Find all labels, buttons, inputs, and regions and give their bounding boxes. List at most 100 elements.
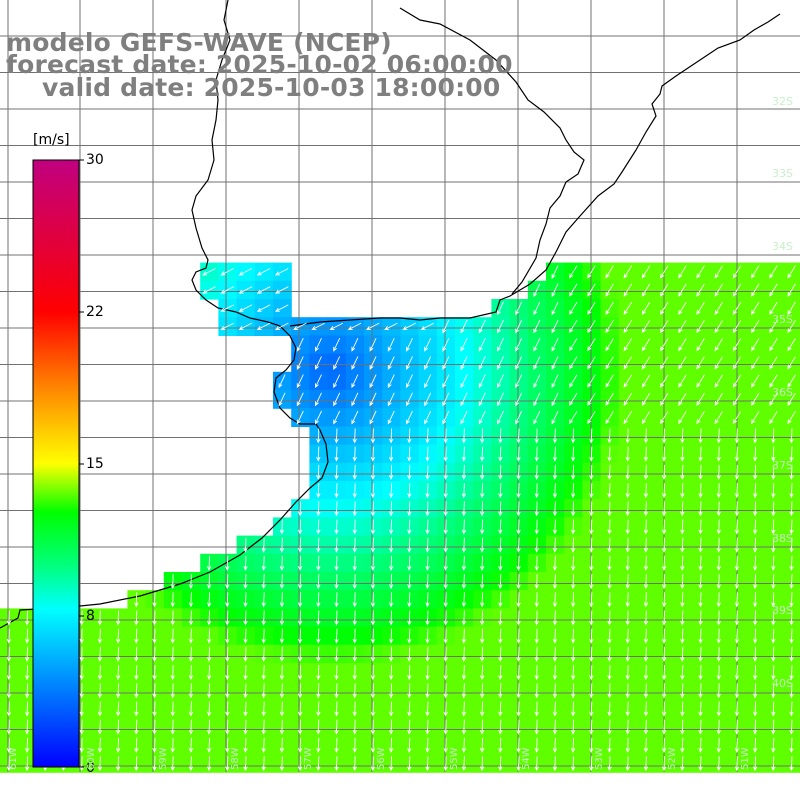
- wind-arrow: [442, 338, 450, 352]
- wind-arrow: [115, 737, 121, 753]
- wind-arrow: [261, 537, 266, 553]
- wind-arrow: [661, 683, 667, 699]
- wind-arrow: [660, 265, 669, 279]
- wind-arrow: [771, 665, 776, 681]
- wind-arrow: [279, 737, 285, 753]
- wind-arrow: [623, 283, 632, 297]
- wind-arrow: [589, 610, 594, 626]
- wind-arrow: [752, 501, 758, 517]
- wind-arrow: [641, 265, 651, 279]
- wind-arrow: [734, 756, 740, 772]
- wind-arrow: [297, 683, 303, 699]
- wind-arrow: [680, 646, 685, 662]
- wind-arrow: [442, 410, 450, 425]
- wind-arrow: [661, 446, 667, 462]
- wind-arrow: [570, 537, 576, 553]
- wind-arrow: [696, 411, 705, 425]
- wind-arrow: [734, 646, 740, 662]
- wind-arrow: [406, 410, 413, 425]
- wind-arrow: [498, 683, 503, 699]
- wind-arrow: [256, 268, 271, 276]
- wind-arrow: [680, 683, 685, 699]
- wind-arrow: [443, 610, 448, 626]
- wind-arrow: [641, 374, 651, 388]
- wind-arrow: [643, 592, 649, 608]
- wind-arrow: [625, 574, 630, 590]
- wind-arrow: [751, 411, 760, 425]
- wind-arrow: [425, 701, 430, 717]
- wind-arrow: [680, 592, 685, 608]
- wind-arrow: [424, 392, 432, 407]
- wind-arrow: [534, 446, 539, 462]
- wind-arrow: [206, 683, 212, 699]
- wind-arrow: [771, 574, 776, 590]
- wind-arrow: [243, 683, 248, 699]
- wind-arrow: [316, 756, 321, 772]
- wind-arrow: [569, 301, 578, 315]
- wind-arrow: [243, 737, 248, 753]
- wind-arrow: [115, 665, 121, 681]
- wind-arrow: [261, 737, 266, 753]
- wind-arrow: [751, 320, 760, 334]
- wind-arrow: [369, 356, 377, 370]
- wind-arrow: [752, 519, 758, 535]
- wind-arrow: [206, 756, 212, 772]
- wind-arrow: [607, 665, 612, 681]
- wind-arrow: [698, 683, 703, 699]
- wind-arrow: [661, 737, 667, 753]
- wind-arrow: [589, 428, 594, 444]
- wind-arrow: [334, 737, 339, 753]
- wind-arrow: [388, 592, 394, 608]
- wind-arrow: [407, 483, 412, 499]
- wind-arrow: [698, 610, 703, 626]
- wind-arrow: [714, 411, 723, 425]
- wind-arrow: [316, 646, 321, 662]
- wind-arrow: [516, 501, 521, 517]
- wind-arrow: [297, 719, 303, 735]
- wind-arrow: [370, 555, 376, 571]
- wind-arrow: [479, 501, 485, 517]
- wind-arrow: [497, 392, 504, 407]
- wind-arrow: [297, 501, 303, 517]
- wind-arrow: [334, 665, 339, 681]
- wind-arrow: [696, 356, 705, 370]
- wind-arrow: [206, 592, 212, 608]
- wind-arrow: [789, 683, 794, 699]
- wind-arrow: [552, 519, 558, 535]
- wind-arrow: [425, 610, 430, 626]
- wind-arrow: [243, 646, 248, 662]
- wind-arrow: [516, 464, 521, 480]
- wind-arrow: [769, 392, 778, 406]
- wind-arrow: [479, 756, 485, 772]
- wind-arrow: [225, 628, 230, 644]
- wind-arrow: [316, 683, 321, 699]
- wind-arrow: [771, 555, 776, 571]
- wind-arrow: [152, 628, 157, 644]
- wind-arrow: [406, 338, 413, 352]
- wind-arrow: [6, 628, 12, 644]
- wind-arrow: [623, 374, 632, 388]
- wind-arrow: [425, 737, 430, 753]
- wind-arrow: [643, 428, 649, 444]
- wind-arrow: [534, 428, 539, 444]
- wind-arrow: [479, 592, 485, 608]
- wind-arrow: [698, 537, 703, 553]
- wind-arrow: [607, 628, 612, 644]
- wind-arrow: [570, 574, 576, 590]
- wind-arrow: [316, 610, 321, 626]
- wind-arrow: [370, 574, 376, 590]
- wind-arrow: [551, 410, 559, 425]
- wind-arrow: [256, 322, 271, 330]
- wind-arrow: [152, 610, 157, 626]
- wind-arrow: [238, 322, 253, 330]
- wind-arrow: [261, 719, 266, 735]
- wind-arrow: [369, 338, 377, 352]
- wind-arrow: [334, 464, 339, 480]
- wind-arrow: [716, 683, 721, 699]
- wind-arrow: [716, 610, 721, 626]
- wind-arrow: [388, 446, 394, 462]
- wind-arrow: [716, 537, 721, 553]
- wind-arrow: [771, 501, 776, 517]
- wind-arrow: [641, 338, 651, 352]
- wind-arrow: [661, 501, 667, 517]
